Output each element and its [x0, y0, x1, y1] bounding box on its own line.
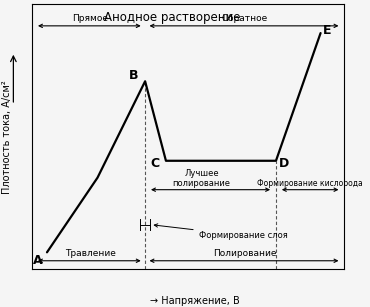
Text: B: B: [129, 69, 138, 82]
Text: Прямое: Прямое: [72, 14, 108, 23]
Text: C: C: [150, 157, 159, 170]
Text: → Напряжение, В: → Напряжение, В: [149, 296, 239, 306]
Text: E: E: [323, 24, 332, 37]
Text: Формирование кислорода: Формирование кислорода: [257, 179, 363, 188]
Text: Травление: Травление: [65, 249, 115, 258]
Text: Полирование: Полирование: [213, 249, 276, 258]
Text: A: A: [33, 254, 42, 266]
Text: Анодное растворение: Анодное растворение: [104, 11, 241, 24]
Text: Формирование слоя: Формирование слоя: [154, 224, 287, 240]
Text: Лучшее
полирование: Лучшее полирование: [173, 169, 231, 188]
Text: Плотность тока, А/см²: Плотность тока, А/см²: [2, 80, 12, 193]
Text: Обратное: Обратное: [222, 14, 268, 23]
Text: D: D: [279, 157, 289, 170]
